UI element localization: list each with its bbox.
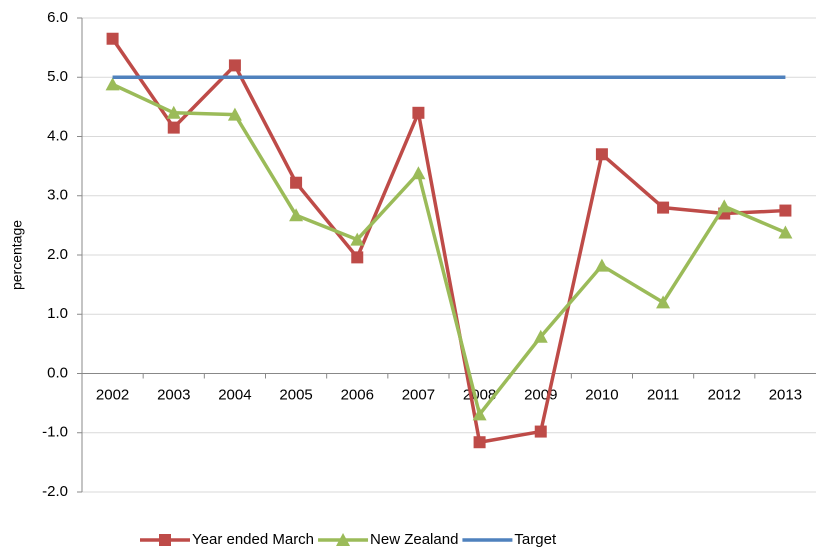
x-tick-label: 2006 <box>341 386 374 403</box>
data-point <box>595 148 608 161</box>
data-point <box>350 232 365 246</box>
y-tick-label: 5.0 <box>47 68 68 85</box>
y-tick-label: -1.0 <box>42 424 68 441</box>
data-point <box>534 425 547 438</box>
data-point <box>778 225 793 239</box>
data-point <box>411 166 426 180</box>
data-point <box>657 201 670 214</box>
series-line <box>111 82 787 417</box>
data-point <box>228 59 241 72</box>
data-point <box>105 77 120 91</box>
legend-marker <box>336 533 351 546</box>
x-tick-label: 2013 <box>769 386 802 403</box>
data-point <box>290 176 303 189</box>
y-tick-label: 4.0 <box>47 127 68 144</box>
data-point <box>594 258 609 272</box>
data-point <box>717 199 732 213</box>
data-point <box>533 329 548 343</box>
data-point <box>473 436 486 449</box>
x-tick-label: 2012 <box>708 386 741 403</box>
data-point <box>351 251 364 264</box>
x-tick-label: 2002 <box>96 386 129 403</box>
x-tick-label: 2004 <box>218 386 251 403</box>
y-tick-label: 6.0 <box>47 9 68 26</box>
x-tick-label: 2005 <box>279 386 312 403</box>
x-tick-label: 2003 <box>157 386 190 403</box>
data-point <box>412 106 425 119</box>
legend-label: Year ended March <box>192 531 314 548</box>
x-tick-label: 2010 <box>585 386 618 403</box>
data-point <box>779 204 792 217</box>
y-tick-label: 3.0 <box>47 187 68 204</box>
legend-label: Target <box>514 531 557 548</box>
data-point <box>656 295 671 309</box>
legend-marker <box>159 534 171 546</box>
y-axis-label: percentage <box>9 220 25 290</box>
y-tick-label: 2.0 <box>47 246 68 263</box>
data-point <box>289 208 304 222</box>
x-tick-label: 2009 <box>524 386 557 403</box>
series-line <box>111 37 786 444</box>
data-point <box>106 32 119 45</box>
data-point <box>167 121 180 134</box>
data-point <box>472 407 487 421</box>
legend-label: New Zealand <box>370 531 458 548</box>
x-tick-label: 2011 <box>647 386 679 403</box>
data-point <box>227 107 242 121</box>
y-tick-label: -2.0 <box>42 483 68 500</box>
y-tick-label: 1.0 <box>47 305 68 322</box>
data-point <box>166 105 181 119</box>
x-tick-label: 2007 <box>402 386 435 403</box>
y-tick-label: 0.0 <box>47 364 68 381</box>
